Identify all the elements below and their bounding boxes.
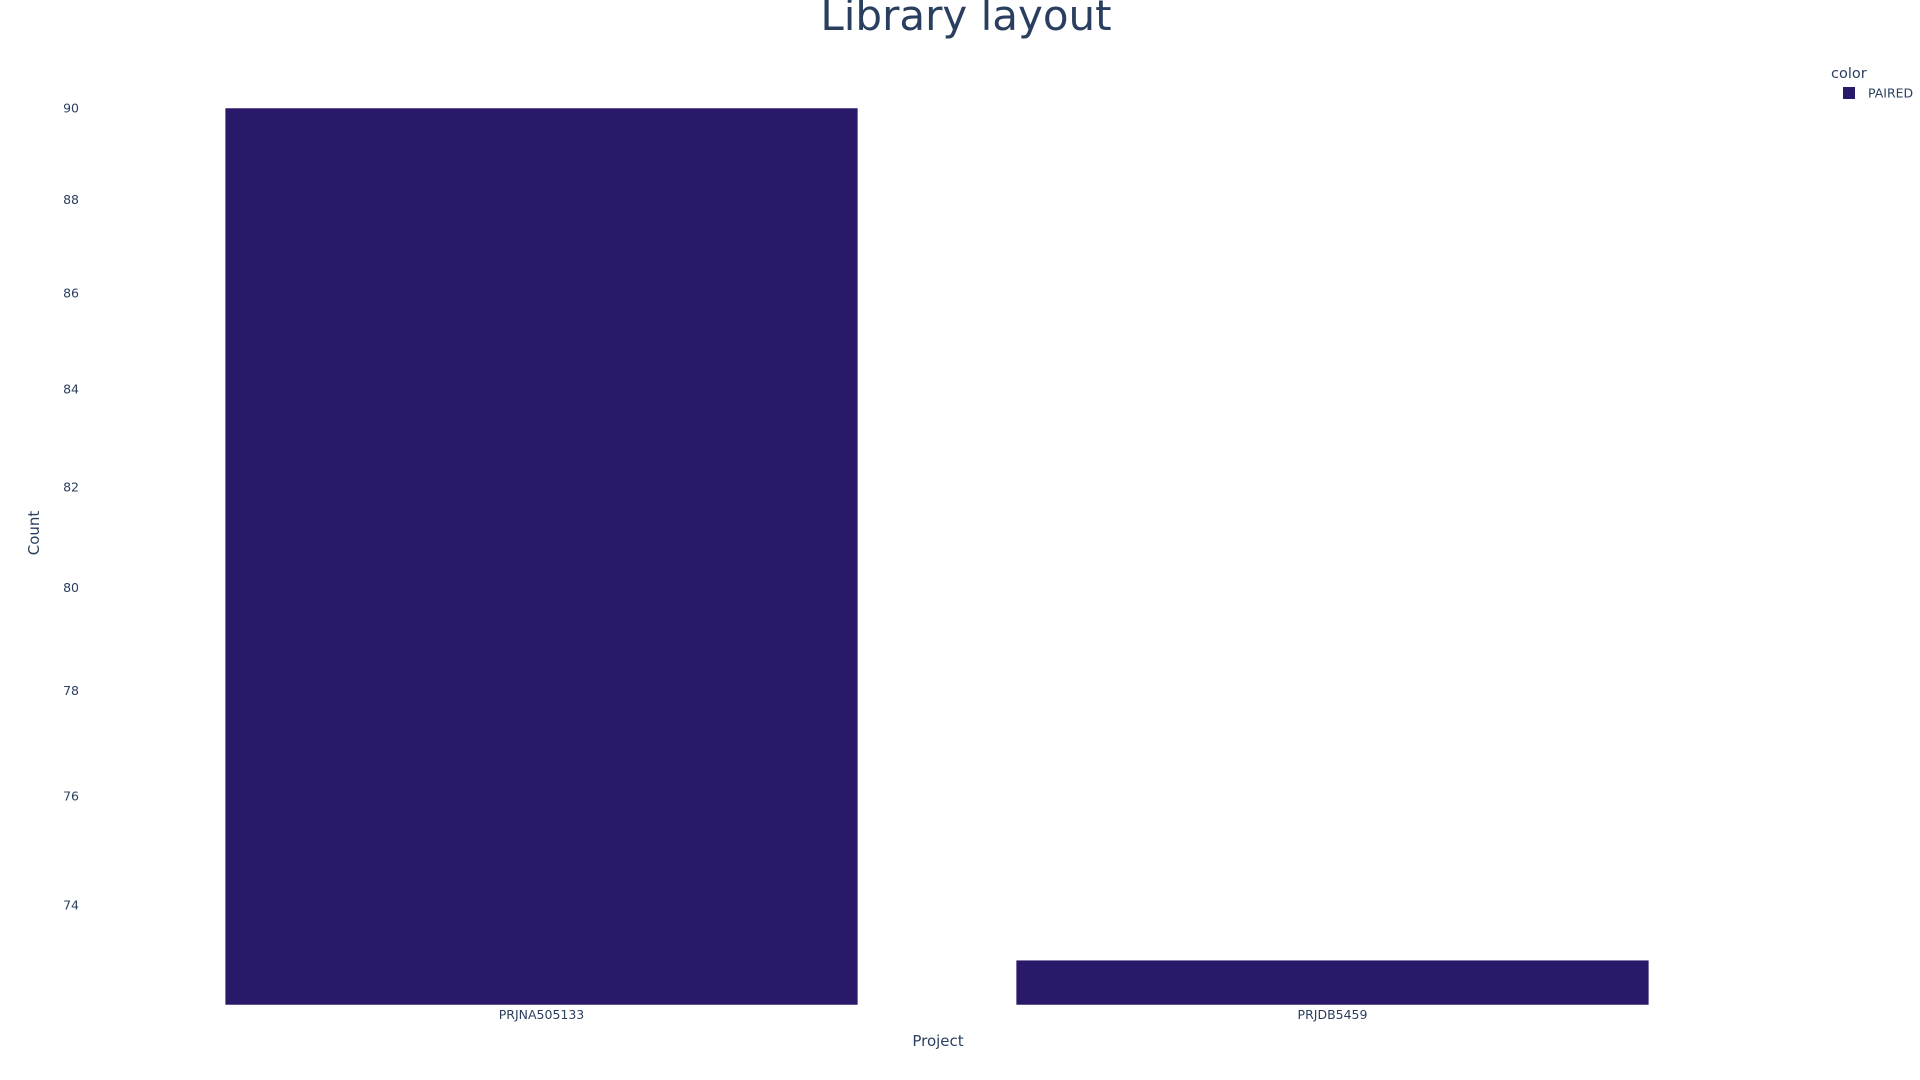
legend-swatch [1843, 87, 1855, 99]
bar-prjna505133 [224, 107, 859, 1006]
y-axis-ticks: 74 76 78 80 82 84 86 88 90 [63, 101, 79, 913]
y-tick-label: 80 [63, 580, 79, 595]
y-tick-label: 76 [63, 789, 79, 804]
y-tick-label: 88 [63, 192, 79, 207]
x-tick-label: PRJDB5459 [1298, 1007, 1368, 1022]
bars-group [224, 107, 1650, 1006]
legend-title: color [1831, 66, 1867, 82]
x-tick-label: PRJNA505133 [499, 1007, 585, 1022]
bar-prjdb5459 [1015, 959, 1650, 1006]
y-tick-label: 82 [63, 479, 79, 494]
x-axis-ticks: PRJNA505133 PRJDB5459 [499, 1007, 1368, 1022]
legend-label: PAIRED [1868, 86, 1913, 101]
y-tick-label: 90 [63, 101, 79, 116]
y-tick-label: 74 [63, 897, 79, 912]
y-axis-title: Count [25, 511, 43, 556]
y-tick-label: 84 [63, 381, 79, 396]
y-tick-label: 86 [63, 286, 79, 301]
x-axis-title: Project [912, 1032, 963, 1050]
y-tick-label: 78 [63, 683, 79, 698]
plot-area: 74 76 78 80 82 84 86 88 90 PRJNA505133 PRJDB5459 [63, 101, 1650, 1022]
legend: color PAIRED [1831, 66, 1913, 101]
chart-title: Library layout [820, 0, 1111, 40]
legend-entries: PAIRED [1843, 86, 1913, 101]
